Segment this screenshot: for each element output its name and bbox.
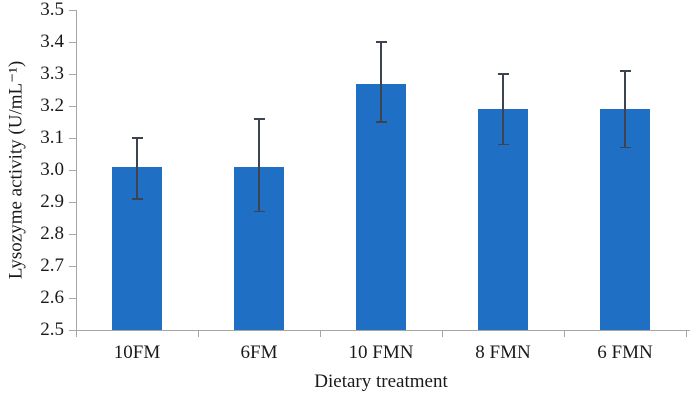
y-tick-mark xyxy=(69,170,76,171)
x-tick-mark xyxy=(442,330,443,337)
bar-10-fmn xyxy=(356,83,406,330)
x-axis-line xyxy=(69,330,690,331)
error-bar-cap-bottom-10fm xyxy=(131,198,143,200)
y-tick-mark xyxy=(69,10,76,11)
y-tick-label: 2.8 xyxy=(40,223,64,244)
x-tick-mark xyxy=(198,330,199,337)
y-tick-label: 2.5 xyxy=(40,319,64,340)
x-tick-mark xyxy=(320,330,321,337)
x-tick-label-8-fmn: 8 FMN xyxy=(475,342,531,363)
x-tick-label-6-fmn: 6 FMN xyxy=(597,342,653,363)
error-bar-cap-top-6-fmn xyxy=(619,70,631,72)
error-bar-cap-bottom-10-fmn xyxy=(375,121,387,123)
error-bar-line-8-fmn xyxy=(502,74,504,145)
x-tick-label-10fm: 10FM xyxy=(113,342,161,363)
y-tick-label: 2.7 xyxy=(40,255,64,276)
y-tick-label: 3.2 xyxy=(40,95,64,116)
y-tick-label: 2.6 xyxy=(40,287,64,308)
x-axis-title: Dietary treatment xyxy=(314,371,448,392)
x-tick-label-10-fmn: 10 FMN xyxy=(348,342,414,363)
error-bar-cap-top-10fm xyxy=(131,137,143,139)
error-bar-line-10fm xyxy=(136,138,138,199)
error-bar-line-10-fmn xyxy=(380,42,382,122)
x-tick-mark xyxy=(76,330,77,337)
y-tick-label: 3.3 xyxy=(40,63,64,84)
error-bar-line-6fm xyxy=(258,118,260,212)
x-tick-mark xyxy=(564,330,565,337)
y-tick-mark xyxy=(69,74,76,75)
error-bar-cap-bottom-6fm xyxy=(253,210,265,213)
y-tick-mark xyxy=(69,298,76,299)
y-tick-mark xyxy=(69,106,76,107)
x-tick-mark xyxy=(686,330,687,337)
y-tick-label: 3.5 xyxy=(40,0,64,20)
y-axis-line xyxy=(76,10,77,330)
y-tick-mark xyxy=(69,234,76,235)
error-bar-cap-bottom-8-fmn xyxy=(497,143,509,146)
y-tick-label: 3.0 xyxy=(40,159,64,180)
error-bar-cap-top-10-fmn xyxy=(375,41,387,43)
y-tick-mark xyxy=(69,266,76,267)
error-bar-cap-bottom-6-fmn xyxy=(619,146,631,149)
bar-8-fmn xyxy=(478,109,528,330)
y-tick-label: 2.9 xyxy=(40,191,64,212)
error-bar-cap-top-8-fmn xyxy=(497,73,509,75)
error-bar-line-6-fmn xyxy=(624,70,626,148)
y-tick-mark xyxy=(69,202,76,203)
y-tick-mark xyxy=(69,42,76,43)
y-tick-label: 3.1 xyxy=(40,127,64,148)
error-bar-cap-top-6fm xyxy=(253,118,265,120)
y-tick-label: 3.4 xyxy=(40,31,64,52)
y-tick-mark xyxy=(69,138,76,139)
y-tick-mark xyxy=(69,330,76,331)
x-tick-label-6fm: 6FM xyxy=(240,342,278,363)
